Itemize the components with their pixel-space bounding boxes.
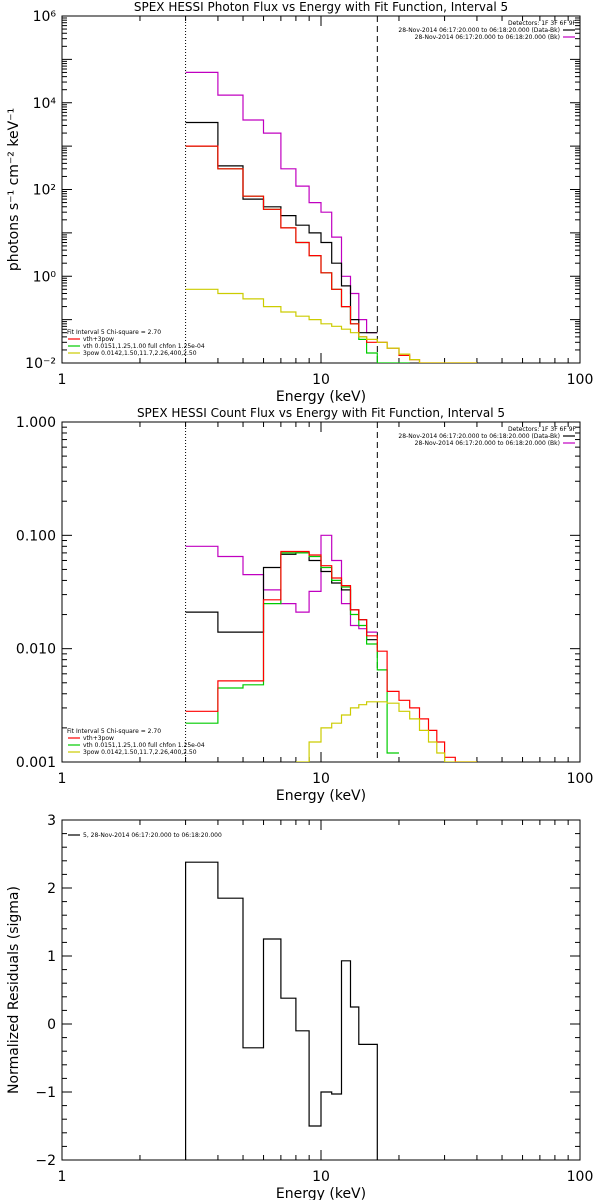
legend-fit-info: Fit Interval 5 Chi-square = 2.70: [67, 728, 161, 735]
y-tick-label: 2: [47, 881, 56, 897]
y-tick-label: 10²: [33, 183, 56, 199]
y-tick-label: −2: [35, 1153, 56, 1169]
y-tick-label: 10⁶: [33, 9, 57, 25]
chart-title: SPEX HESSI Photon Flux vs Energy with Fi…: [134, 0, 508, 14]
x-tick-label: 1: [58, 1169, 67, 1185]
y-tick-label: 10⁴: [33, 96, 57, 112]
series-line-0: [185, 861, 378, 1160]
x-tick-label: 100: [567, 771, 594, 787]
legend-entry: vth+3pow: [83, 336, 114, 343]
series-line-2: [185, 552, 399, 754]
chart-title: SPEX HESSI Count Flux vs Energy with Fit…: [137, 406, 505, 420]
x-tick-label: 10: [312, 372, 330, 388]
legend-entry: vth 0.0151,1.25,1.00 full chfon 1.25e-04: [83, 742, 205, 749]
x-tick-label: 10: [312, 1169, 330, 1185]
y-tick-label: 1.000: [16, 415, 56, 431]
legend-entry: vth 0.0151,1.25,1.00 full chfon 1.25e-04: [83, 343, 205, 350]
series-group: [185, 861, 378, 1160]
plot-frame: [61, 15, 581, 364]
series-group: [185, 534, 477, 762]
x-tick-label: 1: [58, 372, 67, 388]
series-line-4: [295, 701, 477, 762]
x-tick-label: 10: [312, 771, 330, 787]
y-tick-label: 10⁰: [33, 269, 57, 285]
legend-detectors: Detectors: 1F 3F 6F 9F: [508, 20, 577, 27]
x-axis-label: Energy (keV): [276, 389, 366, 405]
x-tick-label: 100: [567, 1169, 594, 1185]
series-line-3: [185, 550, 477, 762]
count-flux-panel: 1 10 100 0.001 0.010 0.100 1.000 SPEX HESSI Cou…: [16, 406, 593, 804]
legend-fit-info: Fit Interval 5 Chi-square = 2.70: [67, 329, 161, 336]
legend-entry: 28-Nov-2014 06:17:20.000 to 06:18:20.000…: [398, 27, 560, 34]
x-axis-label: Energy (keV): [276, 788, 366, 804]
photon-flux-panel: 1 10 100 10⁻² 10⁰ 10² 10⁴ 10⁶ SPEX HESSI Photon …: [6, 0, 593, 405]
series-line-0: [185, 71, 378, 334]
y-tick-label: 0: [47, 1017, 56, 1033]
series-line-2: [185, 145, 410, 363]
y-tick-label: 1: [47, 949, 56, 965]
legend-entry: vth+3pow: [83, 735, 114, 742]
legend-entry: 28-Nov-2014 06:17:20.000 to 06:18:20.000…: [415, 440, 560, 447]
series-line-0: [185, 534, 378, 633]
y-tick-label: 3: [47, 813, 56, 829]
y-axis-label: photons s⁻¹ cm⁻² keV⁻¹: [6, 108, 22, 271]
legend-entry: 3pow 0.0142,1.50,11.7,2.26,400,2.50: [83, 749, 197, 756]
x-tick-label: 100: [567, 372, 594, 388]
legend-entry: 28-Nov-2014 06:17:20.000 to 06:18:20.000…: [398, 433, 560, 440]
y-tick-label: 10⁻²: [25, 356, 56, 372]
y-tick-label: 0.010: [16, 642, 56, 658]
residuals-panel: 1 10 100 −2 −1 0 1 2 3 Energy (keV) Normalized Res…: [6, 813, 593, 1200]
x-tick-label: 1: [58, 771, 67, 787]
legend-entry: 5, 28-Nov-2014 06:17:20.000 to 06:18:20.…: [83, 832, 222, 839]
y-tick-label: 0.001: [16, 755, 56, 771]
y-tick-label: 0.100: [16, 528, 56, 544]
y-axis-label: Normalized Residuals (sigma): [6, 886, 22, 1094]
legend-detectors: Detectors: 1F 3F 6F 9F: [508, 426, 577, 433]
y-tick-label: −1: [35, 1085, 56, 1101]
x-axis-label: Energy (keV): [276, 1186, 366, 1200]
legend-entry: 3pow 0.0142,1.50,11.7,2.26,400,2.50: [83, 350, 197, 357]
series-group: [185, 71, 477, 363]
legend-entry: 28-Nov-2014 06:17:20.000 to 06:18:20.000…: [415, 34, 560, 41]
series-line-4: [185, 288, 477, 363]
